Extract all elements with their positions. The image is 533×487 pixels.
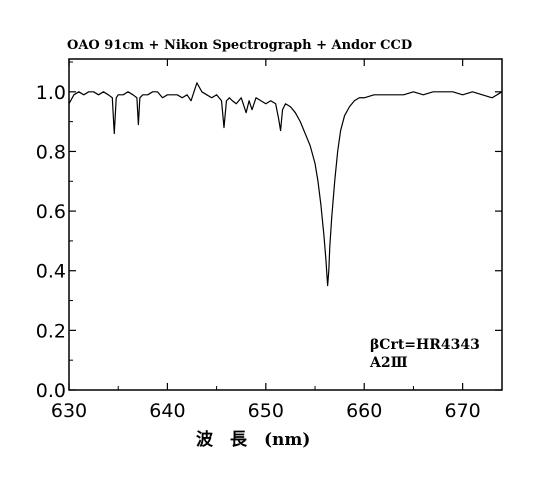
y-tick-label: 0.4: [36, 261, 66, 283]
x-axis: 630 640 650 660 670: [51, 59, 481, 422]
y-tick-label: 0.6: [36, 201, 66, 223]
y-tick-label: 0.8: [36, 141, 66, 163]
x-axis-label: 波 長 (nm): [196, 429, 310, 450]
y-axis: 0.0 0.2 0.4 0.6 0.8 1.0: [36, 61, 502, 402]
x-tick-label: 640: [149, 400, 185, 422]
y-tick-label: 0.0: [36, 380, 66, 402]
spectral-type-annotation: A2Ⅲ: [369, 355, 408, 371]
plot-frame: [68, 58, 503, 391]
chart-title: OAO 91cm + Nikon Spectrograph + Andor CC…: [67, 38, 412, 53]
y-tick-label: 0.2: [36, 320, 66, 342]
spectrum-line-0: [68, 82, 503, 287]
star-name-annotation: βCrt=HR4343: [370, 337, 480, 353]
x-tick-label: 630: [51, 400, 87, 422]
y-tick-label: 1.0: [36, 82, 66, 104]
series-layer: [68, 82, 503, 287]
x-tick-label: 650: [248, 400, 284, 422]
x-tick-label: 660: [346, 400, 382, 422]
x-tick-label: 670: [445, 400, 481, 422]
